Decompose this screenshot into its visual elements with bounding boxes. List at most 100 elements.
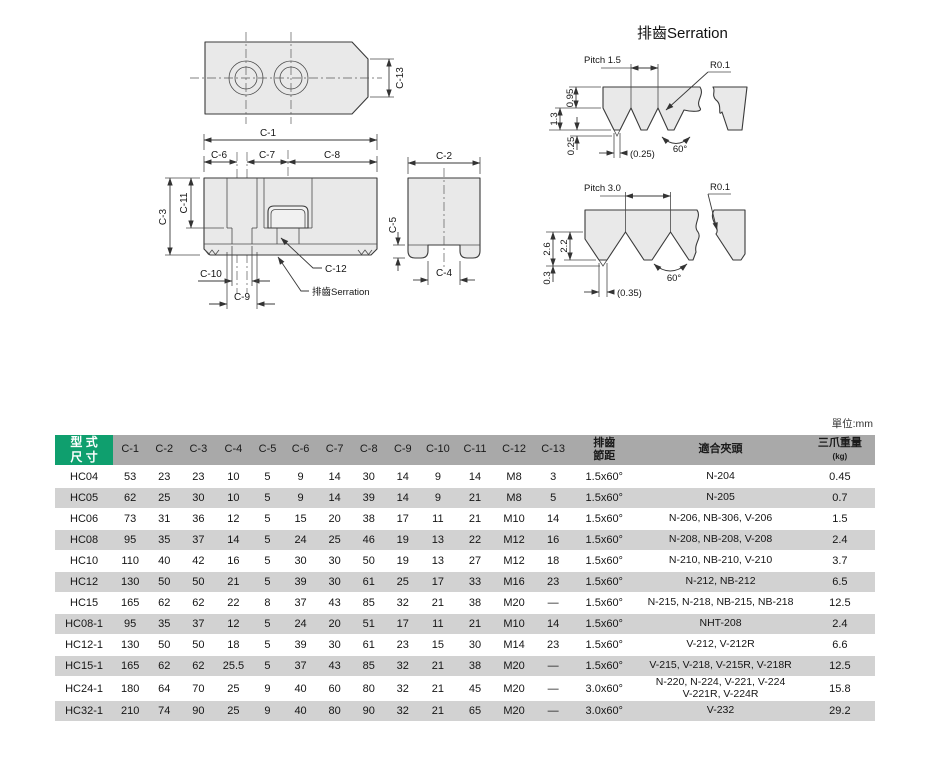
- dim-label-c8: C-8: [324, 150, 341, 161]
- pitch-cell: 1.5x60°: [585, 617, 623, 630]
- dim-label-c4: C-4: [436, 268, 453, 279]
- model-cell: HC10: [70, 554, 99, 567]
- table-row: HC12-1 130 50 50 18 5 39 30 61 23 15 30 M14 23 1.5x60°…: [55, 634, 875, 656]
- weight-cell: 2.4: [832, 617, 848, 630]
- dim-cell: 23: [158, 470, 171, 483]
- dim-cell: M8: [506, 470, 522, 483]
- dim-cell: 95: [124, 533, 137, 546]
- jaw-front-view: C-1 C-6 C-7 C-8: [158, 128, 378, 309]
- dim-cell: 9: [434, 491, 441, 504]
- dim-cell: 110: [121, 554, 139, 567]
- dim-cell: 21: [227, 575, 240, 588]
- table-row: HC15-1 165 62 62 25.5 5 37 43 85 32 21 38 M20 — 1.5x60…: [55, 655, 875, 677]
- dim-cell: 27: [468, 554, 482, 567]
- header-pitch: 排齒 節距: [572, 435, 637, 467]
- weight-cell: 12.5: [829, 596, 851, 609]
- spec-table-body: HC04 53 23 23 10 5 9 14 30 14 9 14 M8 3 1.5x60° N-204 0.…: [55, 466, 875, 722]
- dim-cell: 5: [264, 470, 271, 483]
- dim-cell: 3: [550, 470, 557, 483]
- dim-cell: 17: [396, 617, 409, 630]
- dim-cell: 43: [328, 596, 341, 609]
- dim-cell: 25: [227, 705, 240, 718]
- dim-cell: 13: [431, 533, 444, 546]
- dim-cell: 38: [362, 512, 375, 525]
- jaw-top-view: C-13: [190, 32, 406, 124]
- dim-cell: 21: [468, 512, 482, 525]
- dim-cell: 64: [158, 682, 171, 695]
- dim-cell: 85: [362, 659, 375, 672]
- header-c3: C-3: [181, 435, 216, 467]
- header-model-line2: 尺 寸: [70, 450, 98, 464]
- dim-cell: 38: [468, 659, 482, 672]
- weight-cell: 15.8: [829, 682, 851, 695]
- dim-label-c13: C-13: [395, 67, 406, 89]
- dim-cell: 40: [294, 682, 307, 695]
- dim-cell: 8: [264, 596, 271, 609]
- dim-cell: 5: [264, 575, 271, 588]
- pitch-cell: 1.5x60°: [585, 638, 623, 651]
- dim-cell: 90: [192, 705, 205, 718]
- dim-cell: 30: [294, 554, 307, 567]
- header-pitch-line2: 節距: [593, 450, 616, 462]
- dim-label-22: 2.2: [559, 239, 570, 252]
- pitch-cell: 1.5x60°: [585, 575, 623, 588]
- model-cell: HC15: [70, 596, 99, 609]
- dim-cell: 14: [396, 491, 409, 504]
- dim-label-c1: C-1: [260, 128, 277, 139]
- dim-label-c9: C-9: [234, 292, 251, 303]
- pitch-cell: 1.5x60°: [585, 596, 623, 609]
- header-c8: C-8: [351, 435, 386, 467]
- weight-cell: 0.7: [832, 491, 848, 504]
- dim-cell: 37: [294, 596, 307, 609]
- model-cell: HC15-1: [65, 659, 104, 672]
- dim-cell: 25: [227, 682, 240, 695]
- dim-cell: 20: [328, 617, 341, 630]
- chuck-cell: N-205: [706, 491, 735, 504]
- dim-cell: 5: [264, 638, 271, 651]
- dim-cell: 22: [227, 596, 240, 609]
- dim-cell: 14: [547, 617, 560, 630]
- dim-cell: 39: [362, 491, 375, 504]
- dim-cell: 32: [396, 705, 409, 718]
- header-model: 型 式 尺 寸: [55, 435, 114, 467]
- dim-cell: 50: [362, 554, 375, 567]
- dim-cell: 5: [264, 617, 271, 630]
- dim-cell: 40: [158, 554, 171, 567]
- dim-cell: 46: [362, 533, 375, 546]
- dim-cell: 39: [294, 638, 307, 651]
- dim-cell: 73: [124, 512, 137, 525]
- jaw-side-view: C-2 C-5 C-4: [388, 151, 481, 285]
- dim-cell: M20: [503, 659, 525, 672]
- dim-cell: 9: [264, 682, 271, 695]
- table-row: HC10 110 40 42 16 5 30 30 50 19 13 27 M12 18 1.5x60° N-…: [55, 550, 875, 572]
- table-row: HC05 62 25 30 10 5 9 14 39 14 9 21 M8 5 1.5x60° N-205 0.…: [55, 487, 875, 509]
- dim-cell: 19: [396, 554, 409, 567]
- header-c9: C-9: [385, 435, 420, 467]
- dim-cell: M8: [506, 491, 522, 504]
- dim-cell: 18: [227, 638, 240, 651]
- dim-cell: 45: [468, 682, 482, 695]
- dim-cell: 5: [264, 659, 271, 672]
- chuck-cell: NHT-208: [699, 617, 742, 630]
- dim-cell: 42: [192, 554, 205, 567]
- dim-cell: 9: [297, 470, 304, 483]
- dim-cell: 5: [264, 533, 271, 546]
- pitch-cell: 1.5x60°: [585, 491, 623, 504]
- weight-cell: 6.6: [832, 638, 848, 651]
- dim-cell: 5: [264, 512, 271, 525]
- dim-cell: 130: [121, 638, 140, 651]
- dim-cell: 14: [328, 491, 341, 504]
- dim-cell: M12: [503, 554, 525, 567]
- dim-cell: 35: [158, 533, 171, 546]
- dim-cell: 37: [294, 659, 307, 672]
- dim-cell: 30: [192, 491, 205, 504]
- header-c2: C-2: [147, 435, 182, 467]
- dim-cell: 61: [362, 638, 375, 651]
- chuck-cell: N-215, N-218, NB-215, NB-218: [647, 596, 794, 609]
- chuck-cell: V-215, V-218, V-215R, V-218R: [649, 659, 792, 672]
- header-c6: C-6: [283, 435, 318, 467]
- dim-label-c10: C-10: [200, 269, 222, 280]
- model-cell: HC05: [70, 491, 99, 504]
- spec-table-section: 單位:mm 型 式 尺 寸 C-1 C-2 C-3 C-4 C-5 C-6 C-…: [55, 416, 875, 722]
- dim-cell: 22: [468, 533, 482, 546]
